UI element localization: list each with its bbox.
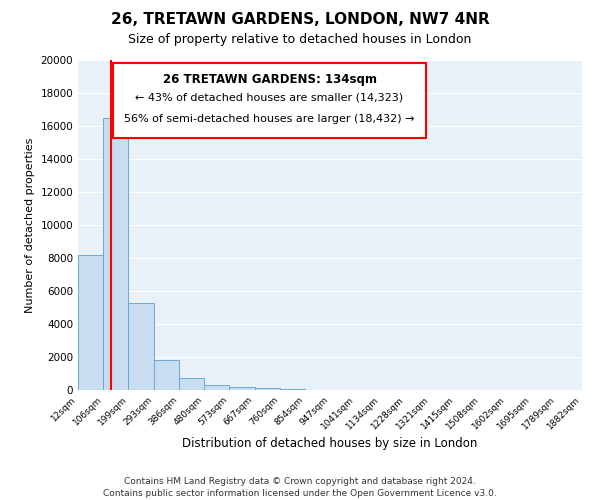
Bar	[229, 386, 254, 390]
Text: Contains public sector information licensed under the Open Government Licence v3: Contains public sector information licen…	[103, 489, 497, 498]
Text: 26 TRETAWN GARDENS: 134sqm: 26 TRETAWN GARDENS: 134sqm	[163, 73, 377, 86]
Bar	[128, 302, 154, 390]
Bar	[103, 118, 128, 390]
Bar	[204, 385, 229, 390]
X-axis label: Distribution of detached houses by size in London: Distribution of detached houses by size …	[182, 436, 478, 450]
Y-axis label: Number of detached properties: Number of detached properties	[25, 138, 35, 312]
Bar	[154, 360, 179, 390]
Text: Size of property relative to detached houses in London: Size of property relative to detached ho…	[128, 32, 472, 46]
Bar	[254, 388, 280, 390]
Bar	[179, 378, 204, 390]
Text: ← 43% of detached houses are smaller (14,323): ← 43% of detached houses are smaller (14…	[136, 93, 404, 103]
Text: 26, TRETAWN GARDENS, LONDON, NW7 4NR: 26, TRETAWN GARDENS, LONDON, NW7 4NR	[110, 12, 490, 28]
Bar	[280, 388, 305, 390]
Text: Contains HM Land Registry data © Crown copyright and database right 2024.: Contains HM Land Registry data © Crown c…	[124, 478, 476, 486]
Text: 56% of semi-detached houses are larger (18,432) →: 56% of semi-detached houses are larger (…	[124, 114, 415, 124]
Bar	[78, 254, 103, 390]
FancyBboxPatch shape	[113, 64, 426, 138]
